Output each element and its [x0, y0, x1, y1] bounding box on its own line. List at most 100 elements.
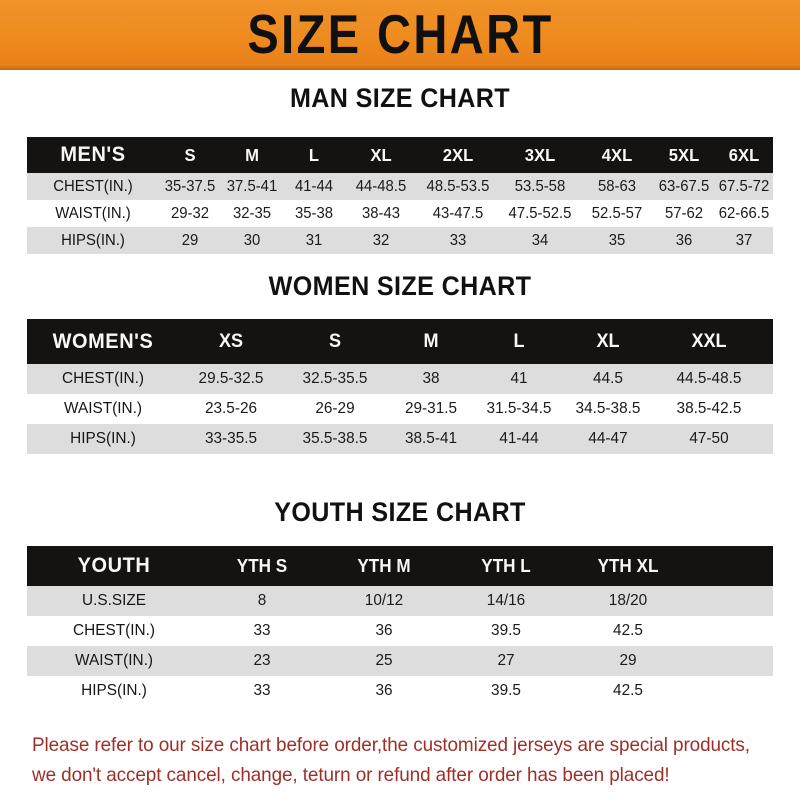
youth-us-size-spacer [691, 586, 772, 616]
men-waist-4xl: 52.5-57 [591, 204, 643, 222]
youth-table-header-row: YOUTH YTH S YTH M YTH L YTH XL [27, 546, 773, 586]
women-hips-m: 38.5-41 [404, 430, 458, 447]
women-hips-xs: 33-35.5 [204, 430, 258, 447]
women-chest-xl: 44.5 [593, 370, 623, 387]
youth-hips-s: 33 [253, 682, 271, 699]
youth-waist-spacer [691, 646, 772, 676]
men-row-label-waist: WAIST(IN.) [55, 204, 131, 222]
table-row: HIPS(IN.) 33-35.5 35.5-38.5 38.5-41 41-4… [27, 424, 773, 454]
men-chest-3xl: 53.5-58 [514, 177, 566, 195]
women-col-header-xxl: XXL [691, 330, 727, 352]
women-waist-spacer [765, 394, 773, 424]
men-row-label-chest: CHEST(IN.) [53, 177, 133, 195]
youth-row-label-waist: WAIST(IN.) [75, 652, 153, 669]
women-size-table: WOMEN'S XS S M L XL XXL CHEST(IN.) 29.5-… [27, 319, 773, 454]
men-col-header-xl: XL [370, 144, 392, 165]
men-corner-label: MEN'S [60, 143, 126, 166]
men-chest-xl: 44-48.5 [355, 177, 407, 195]
women-waist-m: 29-31.5 [404, 400, 458, 417]
men-hips-s: 29 [181, 231, 199, 249]
men-size-table: MEN'S S M L XL 2XL 3XL 4XL 5XL 6XL CHEST… [27, 137, 773, 254]
men-chest-6xl: 67.5-72 [718, 177, 770, 195]
youth-us-size-l: 14/16 [486, 592, 526, 609]
men-row-label-hips: HIPS(IN.) [61, 231, 125, 249]
youth-chest-m: 36 [375, 622, 393, 639]
youth-waist-xl: 29 [619, 652, 637, 669]
men-hips-4xl: 35 [608, 231, 626, 249]
women-row-label-chest: CHEST(IN.) [62, 370, 144, 387]
youth-col-header-l: YTH L [481, 555, 531, 576]
women-table-header-row: WOMEN'S XS S M L XL XXL [27, 319, 773, 364]
youth-waist-m: 25 [375, 652, 393, 669]
youth-corner-label: YOUTH [77, 554, 151, 577]
youth-chest-spacer [691, 616, 772, 646]
youth-us-size-xl: 18/20 [608, 592, 648, 609]
youth-us-size-m: 10/12 [364, 592, 404, 609]
women-col-header-xs: XS [218, 330, 244, 352]
men-chest-2xl: 48.5-53.5 [426, 177, 490, 195]
page-title: SIZE CHART [246, 4, 554, 65]
men-col-header-6xl: 6XL [728, 144, 760, 165]
youth-col-header-spacer [691, 546, 771, 586]
table-row: HIPS(IN.) 29 30 31 32 33 34 35 36 37 [27, 227, 773, 254]
table-row: WAIST(IN.) 23.5-26 26-29 29-31.5 31.5-34… [27, 394, 773, 424]
men-col-header-2xl: 2XL [442, 144, 474, 165]
women-chest-spacer [765, 364, 773, 394]
youth-row-label-us-size: U.S.SIZE [81, 592, 147, 609]
youth-chest-s: 33 [253, 622, 271, 639]
men-col-header-4xl: 4XL [601, 144, 633, 165]
women-hips-l: 41-44 [499, 430, 539, 447]
men-hips-2xl: 33 [449, 231, 467, 249]
women-col-header-l: L [513, 330, 525, 352]
men-waist-xl: 38-43 [361, 204, 401, 222]
youth-waist-s: 23 [253, 652, 271, 669]
youth-waist-l: 27 [497, 652, 515, 669]
women-hips-s: 35.5-38.5 [302, 430, 368, 447]
youth-col-header-m: YTH M [357, 555, 411, 576]
men-chest-5xl: 63-67.5 [658, 177, 710, 195]
youth-size-table: YOUTH YTH S YTH M YTH L YTH XL U.S.SIZE … [27, 546, 773, 706]
women-row-label-waist: WAIST(IN.) [64, 400, 142, 417]
women-chest-m: 38 [422, 370, 440, 387]
men-waist-6xl: 62-66.5 [718, 204, 770, 222]
youth-row-label-chest: CHEST(IN.) [73, 622, 155, 639]
women-chest-xxl: 44.5-48.5 [676, 370, 742, 387]
men-col-header-s: S [184, 144, 196, 165]
women-col-header-m: M [423, 330, 439, 352]
men-col-header-5xl: 5XL [668, 144, 700, 165]
women-waist-s: 26-29 [315, 400, 355, 417]
youth-hips-spacer [691, 676, 772, 706]
men-chest-4xl: 58-63 [597, 177, 637, 195]
youth-hips-m: 36 [375, 682, 393, 699]
footer-disclaimer: Please refer to our size chart before or… [32, 730, 752, 790]
table-row: CHEST(IN.) 33 36 39.5 42.5 [27, 616, 773, 646]
women-chest-l: 41 [510, 370, 528, 387]
youth-hips-xl: 42.5 [613, 682, 643, 699]
men-hips-5xl: 36 [675, 231, 693, 249]
women-hips-xl: 44-47 [588, 430, 628, 447]
men-chest-l: 41-44 [294, 177, 334, 195]
women-col-header-s: S [328, 330, 342, 352]
men-chest-s: 35-37.5 [164, 177, 216, 195]
youth-chest-xl: 42.5 [613, 622, 643, 639]
footer-line-1: Please refer to our size chart before or… [32, 734, 750, 756]
men-section-title: MAN SIZE CHART [289, 83, 511, 113]
table-row: HIPS(IN.) 33 36 39.5 42.5 [27, 676, 773, 706]
table-row: WAIST(IN.) 29-32 32-35 35-38 38-43 43-47… [27, 200, 773, 227]
men-col-header-l: L [308, 144, 320, 165]
youth-chest-l: 39.5 [491, 622, 521, 639]
women-hips-xxl: 47-50 [689, 430, 729, 447]
men-chest-m: 37.5-41 [226, 177, 278, 195]
men-waist-2xl: 43-47.5 [432, 204, 484, 222]
table-row: CHEST(IN.) 35-37.5 37.5-41 41-44 44-48.5… [27, 173, 773, 200]
women-waist-xl: 34.5-38.5 [575, 400, 641, 417]
men-waist-5xl: 57-62 [664, 204, 704, 222]
men-hips-l: 31 [305, 231, 323, 249]
men-col-header-3xl: 3XL [524, 144, 556, 165]
youth-section-title: YOUTH SIZE CHART [274, 497, 526, 527]
women-chest-xs: 29.5-32.5 [198, 370, 264, 387]
women-col-header-xl: XL [596, 330, 620, 352]
youth-row-label-hips: HIPS(IN.) [81, 682, 147, 699]
youth-col-header-xl: YTH XL [597, 555, 659, 576]
